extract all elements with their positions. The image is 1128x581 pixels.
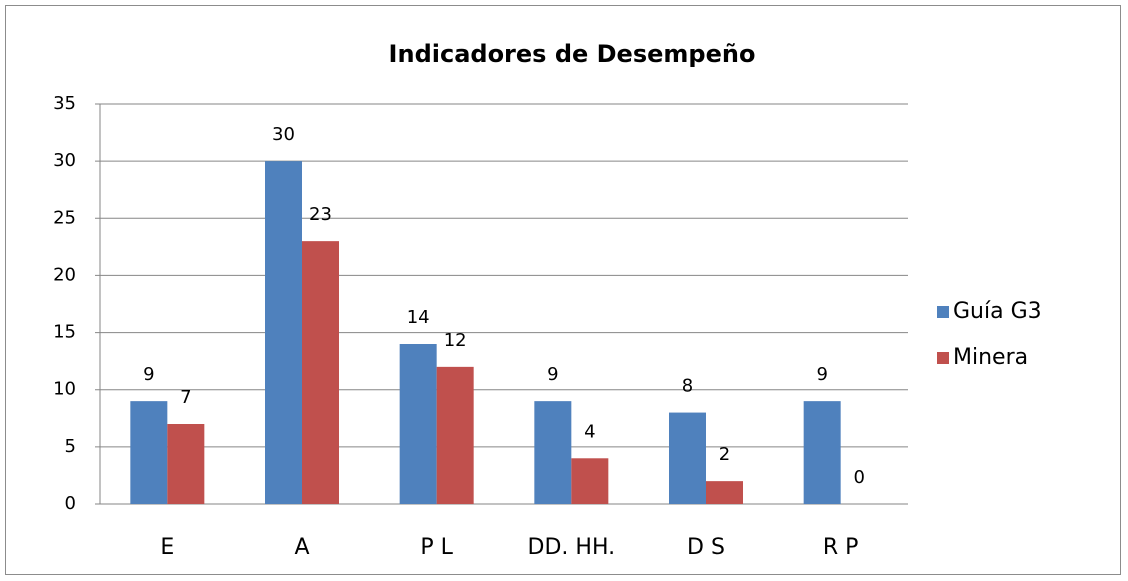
- bar: [706, 481, 743, 504]
- value-label: 2: [719, 444, 730, 465]
- legend-swatch: [937, 306, 949, 318]
- y-tick-label: 35: [53, 93, 76, 114]
- x-tick-label: DD. HH.: [528, 535, 616, 560]
- bar: [571, 458, 609, 504]
- value-label: 23: [309, 204, 332, 225]
- value-label: 30: [272, 124, 295, 145]
- value-label: 8: [682, 376, 693, 397]
- y-tick-label: 20: [53, 264, 76, 285]
- x-tick-label: R P: [823, 535, 859, 560]
- bar: [302, 241, 339, 504]
- bar: [669, 412, 706, 504]
- value-label: 7: [180, 387, 191, 408]
- y-tick-label: 10: [53, 379, 76, 400]
- value-label: 14: [407, 307, 430, 328]
- y-tick-label: 25: [53, 207, 76, 228]
- value-label: 9: [547, 364, 558, 385]
- x-tick-label: A: [294, 535, 309, 560]
- bar: [265, 161, 302, 504]
- y-tick-label: 5: [65, 436, 76, 457]
- bar: [130, 401, 168, 504]
- legend-label: Minera: [953, 345, 1028, 370]
- value-label: 9: [143, 364, 154, 385]
- y-tick-label: 30: [53, 150, 76, 171]
- bar: [534, 401, 572, 504]
- value-label: 9: [816, 364, 827, 385]
- value-label: 12: [444, 330, 467, 351]
- y-tick-label: 15: [53, 322, 76, 343]
- bar: [399, 344, 437, 504]
- x-tick-label: D S: [687, 535, 725, 560]
- value-label: 4: [584, 421, 595, 442]
- bar: [803, 401, 841, 504]
- x-tick-label: P L: [420, 535, 453, 560]
- value-label: 0: [853, 467, 864, 488]
- y-tick-label: 0: [65, 493, 76, 514]
- chart-title: Indicadores de Desempeño: [389, 40, 756, 68]
- bar: [167, 424, 205, 504]
- bar: [436, 366, 474, 504]
- x-tick-label: E: [160, 535, 174, 560]
- legend-swatch: [937, 352, 949, 364]
- legend-label: Guía G3: [953, 299, 1042, 324]
